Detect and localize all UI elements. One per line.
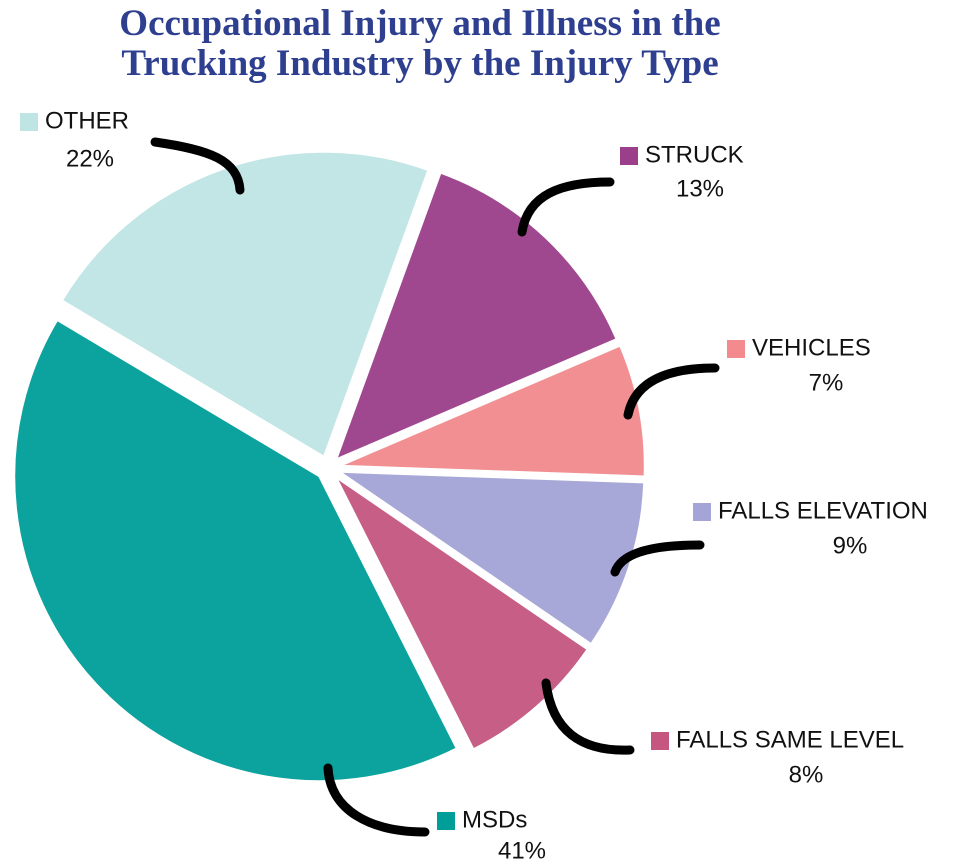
value-label: 9% [833, 532, 868, 559]
chart: STRUCK 13% VEHICLES 7% FALLS ELEVATION 9% FALL… [0, 0, 974, 865]
legend-swatch [651, 732, 669, 750]
leader-line [546, 683, 630, 750]
category-label: FALLS SAME LEVEL [676, 726, 904, 753]
category-label: VEHICLES [752, 334, 871, 361]
pie-chart: STRUCK 13% VEHICLES 7% FALLS ELEVATION 9% FALL… [0, 0, 974, 865]
legend-swatch [437, 812, 455, 830]
legend-swatch [693, 503, 711, 521]
value-label: 13% [676, 175, 724, 202]
value-label: 22% [66, 145, 114, 172]
legend-swatch [620, 147, 638, 165]
value-label: 7% [809, 369, 844, 396]
chart-title: Occupational Injury and Illness in the T… [70, 4, 770, 84]
value-label: 41% [498, 837, 546, 864]
category-label: OTHER [45, 107, 129, 134]
value-label: 8% [789, 761, 824, 788]
legend-swatch [727, 340, 745, 358]
category-label: MSDs [462, 806, 527, 833]
leader-line [522, 182, 610, 232]
leader-line [628, 368, 715, 415]
category-label: FALLS ELEVATION [718, 497, 928, 524]
legend-swatch [20, 113, 38, 131]
category-label: STRUCK [645, 141, 744, 168]
